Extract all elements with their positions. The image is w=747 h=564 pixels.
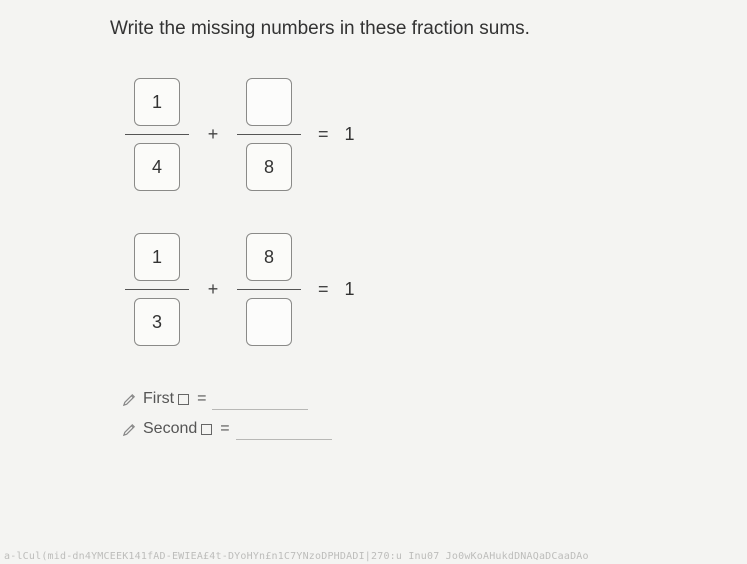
footer-artifact-text: a-lCul(mid-dn4YMCEEK141fAD-EWIEA£4t-DYoH… — [0, 551, 747, 562]
answer-row-second: Second = — [122, 418, 707, 440]
numerator-box[interactable]: 8 — [246, 233, 292, 281]
answer-label: First — [143, 390, 174, 408]
equals-sign: = — [318, 124, 329, 145]
fraction-2b: 8 — [234, 233, 304, 346]
fraction-2a: 1 3 — [122, 233, 192, 346]
answer-equals: = — [197, 390, 206, 408]
result-value: 1 — [345, 279, 355, 300]
numerator-box[interactable]: 1 — [134, 233, 180, 281]
blank-square-icon — [178, 394, 189, 405]
denominator-box-empty[interactable] — [246, 298, 292, 346]
blank-square-icon — [201, 424, 212, 435]
denominator-box[interactable]: 8 — [246, 143, 292, 191]
equals-sign: = — [318, 279, 329, 300]
plus-operator: + — [206, 124, 220, 145]
numerator-box-empty[interactable] — [246, 78, 292, 126]
equation-row-2: 1 3 + 8 = 1 — [122, 233, 707, 346]
answers-section: First = Second = — [122, 388, 707, 440]
pencil-icon — [122, 422, 137, 437]
numerator-box[interactable]: 1 — [134, 78, 180, 126]
answer-input-second[interactable] — [236, 418, 332, 440]
plus-operator: + — [206, 279, 220, 300]
fraction-bar — [237, 289, 301, 290]
worksheet-page: Write the missing numbers in these fract… — [0, 0, 747, 440]
answer-row-first: First = — [122, 388, 707, 410]
answer-label: Second — [143, 420, 197, 438]
fraction-1b: 8 — [234, 78, 304, 191]
denominator-box[interactable]: 4 — [134, 143, 180, 191]
instruction-text: Write the missing numbers in these fract… — [110, 18, 707, 40]
answer-equals: = — [220, 420, 229, 438]
fraction-bar — [125, 289, 189, 290]
denominator-box[interactable]: 3 — [134, 298, 180, 346]
result-value: 1 — [345, 124, 355, 145]
fraction-bar — [237, 134, 301, 135]
pencil-icon — [122, 392, 137, 407]
equation-row-1: 1 4 + 8 = 1 — [122, 78, 707, 191]
fraction-1a: 1 4 — [122, 78, 192, 191]
answer-input-first[interactable] — [212, 388, 308, 410]
fraction-bar — [125, 134, 189, 135]
